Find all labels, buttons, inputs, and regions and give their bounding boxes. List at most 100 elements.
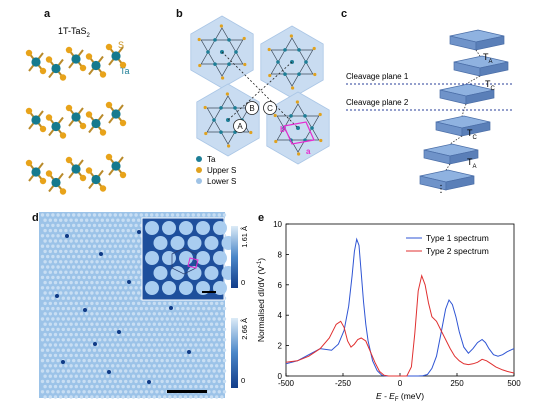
stack-connector (461, 103, 467, 117)
inset-blob (204, 266, 219, 280)
stm-lattice-dot (95, 374, 99, 378)
stm-lattice-dot (98, 358, 102, 363)
stm-lattice-dot (131, 364, 136, 368)
stm-lattice-dot (74, 280, 78, 285)
stm-lattice-dot (56, 338, 60, 342)
stm-lattice-dot (87, 286, 91, 290)
stm-lattice-dot (95, 322, 99, 326)
stm-lattice-dot (181, 348, 185, 352)
stm-lattice-dot (113, 369, 118, 373)
stm-lattice-dot (72, 348, 76, 352)
stm-lattice-dot (142, 384, 146, 389)
inset-blob (196, 221, 210, 235)
stm-lattice-dot (126, 260, 130, 264)
stm-lattice-dot (215, 332, 219, 337)
stm-lattice-dot (222, 327, 227, 332)
stm-lattice-dot (56, 275, 60, 280)
stm-lattice-dot (173, 353, 177, 358)
stm-lattice-dot (121, 291, 125, 295)
stm-lattice-dot (137, 374, 141, 378)
stm-lattice-dot (59, 291, 63, 295)
stm-lattice-dot (105, 395, 110, 399)
stm-lattice-dot (82, 358, 86, 363)
upper-s-site (291, 86, 295, 90)
stm-lattice-dot (53, 374, 58, 378)
stm-lattice-dot (222, 306, 227, 311)
stm-lattice-dot (116, 395, 120, 399)
ta-site (213, 38, 217, 42)
stm-lattice-dot (59, 260, 63, 264)
stm-lattice-dot (95, 239, 99, 243)
stm-lattice-dot (59, 374, 63, 378)
stm-lattice-dot (59, 384, 63, 389)
label-ta: Ta (120, 66, 130, 76)
stm-lattice-dot (82, 327, 86, 332)
stm-lattice-dot (134, 265, 138, 269)
upper-s-site (273, 113, 277, 118)
stm-lattice-dot (168, 322, 172, 326)
stm-lattice-dot (157, 332, 162, 337)
layer-side-face (479, 61, 509, 77)
stm-lattice-dot (100, 395, 104, 399)
upper-s-site (225, 92, 229, 96)
stm-lattice-dot (178, 353, 182, 358)
stm-defect (107, 370, 111, 374)
sulfur-atom (39, 125, 47, 133)
sulfur-atom (85, 53, 93, 60)
stm-lattice-dot (43, 291, 47, 295)
stm-lattice-dot (77, 327, 81, 332)
stm-lattice-dot (137, 395, 141, 399)
stm-lattice-dot (121, 332, 125, 337)
stm-lattice-dot (199, 343, 203, 347)
stm-lattice-dot (48, 395, 52, 399)
stm-lattice-dot (168, 332, 172, 337)
stm-lattice-dot (131, 228, 136, 233)
stm-lattice-dot (66, 348, 71, 352)
stm-lattice-dot (196, 358, 201, 363)
x-axis-label: E - EF (meV) (376, 391, 424, 403)
stm-lattice-dot (150, 213, 154, 217)
stm-lattice-dot (215, 343, 219, 347)
sulfur-atom (59, 74, 67, 81)
stm-lattice-dot (134, 286, 138, 290)
stm-lattice-dot (43, 322, 47, 326)
stm-lattice-dot (92, 379, 97, 384)
stm-lattice-dot (100, 228, 104, 233)
ta-site (206, 50, 210, 54)
stm-lattice-dot (176, 327, 180, 332)
stm-lattice-dot (92, 369, 97, 373)
stm-lattice-dot (74, 301, 78, 306)
tantalum-atom (31, 167, 41, 177)
stm-lattice-dot (61, 286, 65, 290)
stm-lattice-dot (116, 228, 120, 233)
stm-lattice-dot (87, 234, 91, 238)
stm-lattice-dot (48, 280, 52, 285)
stm-lattice-dot (105, 291, 110, 295)
stm-lattice-dot (95, 228, 99, 233)
inset-blob (213, 251, 227, 265)
stm-lattice-dot (66, 213, 71, 217)
stm-lattice-dot (51, 244, 55, 248)
stm-lattice-dot (105, 239, 110, 243)
stm-lattice-dot (144, 213, 149, 217)
stm-lattice-dot (59, 280, 63, 285)
stm-lattice-dot (77, 286, 81, 290)
stm-lattice-dot (48, 312, 52, 316)
stm-lattice-dot (56, 390, 60, 394)
stm-lattice-dot (56, 379, 60, 384)
ta-site (283, 72, 287, 76)
stm-lattice-dot (124, 223, 128, 228)
stm-lattice-dot (69, 249, 73, 254)
ta-site (304, 60, 308, 64)
stm-lattice-dot (165, 306, 169, 311)
stm-lattice-dot (98, 244, 102, 248)
stm-lattice-dot (48, 353, 52, 358)
stm-lattice-dot (142, 343, 146, 347)
stm-lattice-dot (118, 348, 123, 352)
stm-lattice-dot (43, 301, 47, 306)
upper-s-site (289, 34, 293, 38)
tantalum-atom (51, 121, 61, 132)
stm-lattice-dot (139, 317, 143, 321)
stm-lattice-dot (87, 317, 91, 321)
ta-site (219, 130, 223, 134)
